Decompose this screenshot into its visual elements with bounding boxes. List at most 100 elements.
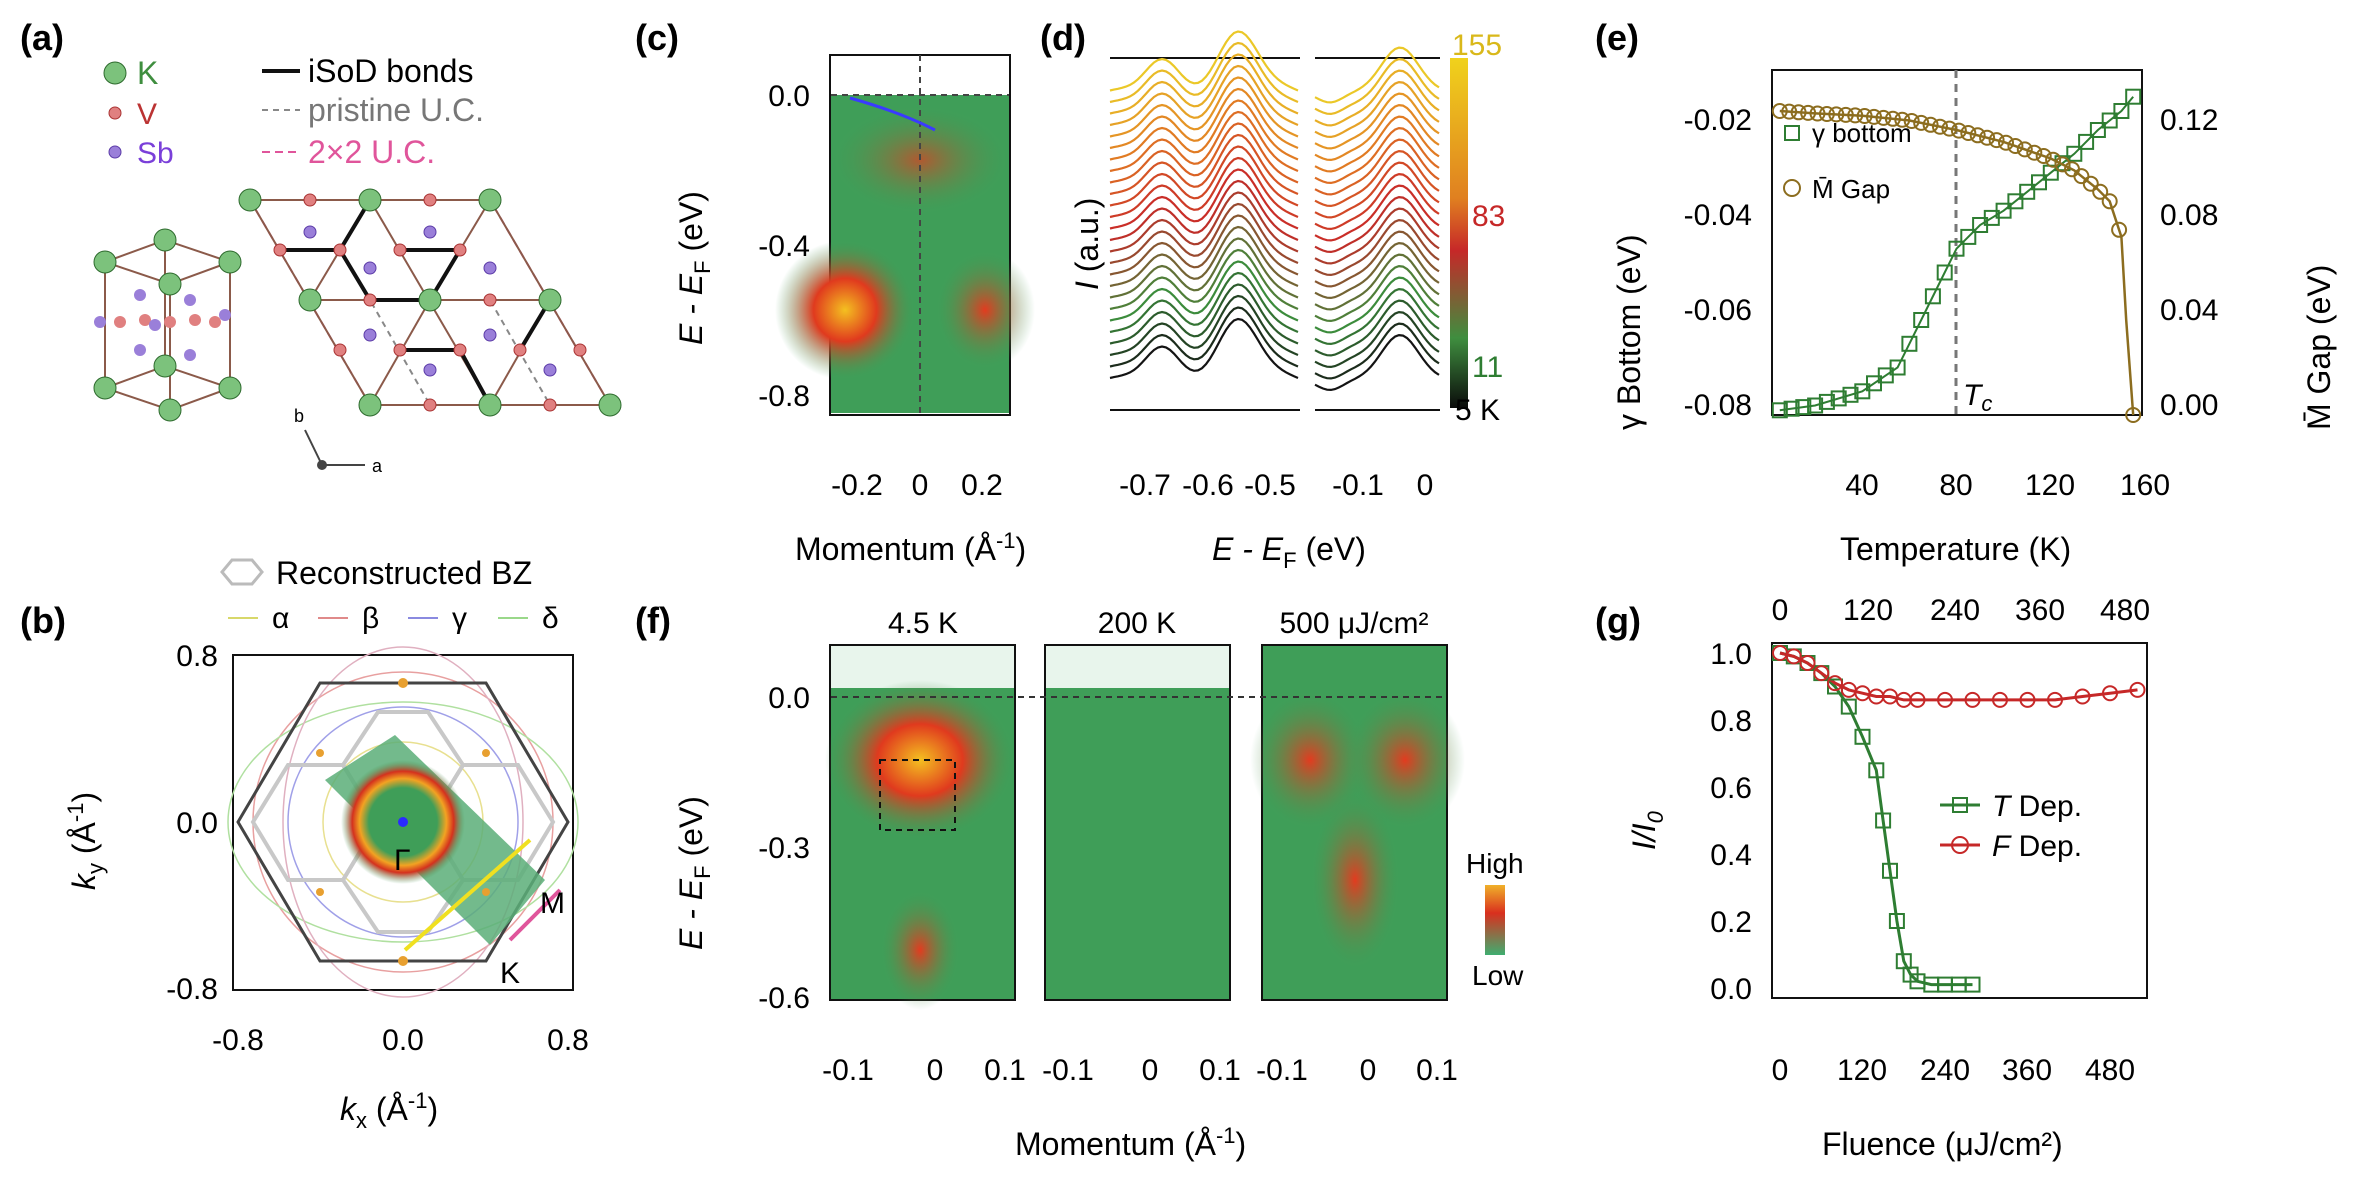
e-gamma-point xyxy=(1783,400,1800,417)
d-ylabel: I (a.u.) xyxy=(1069,198,1105,290)
g-f-point xyxy=(2047,691,2063,708)
edc-left-12 xyxy=(1109,179,1299,242)
edc-right-20 xyxy=(1314,103,1440,162)
panel-b-label: (b) xyxy=(20,600,66,641)
e-gap-point xyxy=(2054,156,2071,173)
b-xtick-0: -0.8 xyxy=(212,1024,264,1057)
edc-left-0 xyxy=(1109,317,1299,380)
unit-cell-atoms xyxy=(93,228,242,422)
d-cb-unit: 5 K xyxy=(1455,394,1500,427)
g-plot-frame xyxy=(1771,642,2148,999)
edc-right-1 xyxy=(1314,322,1440,380)
c-ytick-1: -0.4 xyxy=(758,230,810,263)
f-subpanel-2 xyxy=(1044,644,1231,1001)
e-gap-point xyxy=(1960,125,1977,141)
b-xlabel: kx (Å-1) xyxy=(340,1088,438,1133)
edc-left-19 xyxy=(1109,99,1299,161)
panel-f: (f) 4.5 K 200 K 500 μJ/cm² High Low 0.0 … xyxy=(635,600,1524,1162)
edc-left-2 xyxy=(1109,294,1299,357)
panel-c-label: (c) xyxy=(635,17,679,58)
e-xlabel: Temperature (K) xyxy=(1840,531,2071,567)
edc-right-10 xyxy=(1314,218,1440,277)
panel-b: (b) Reconstructed BZ α β γ δ xyxy=(20,555,589,1133)
f-xtick-c2: 0.1 xyxy=(1416,1054,1458,1087)
edc-left-25 xyxy=(1109,30,1299,92)
edc-left-8 xyxy=(1109,225,1299,288)
f-cb-low: Low xyxy=(1472,960,1524,991)
g-f-line xyxy=(1779,651,2138,702)
c-ytick-2: -0.8 xyxy=(758,380,810,413)
g-xtick-top-3: 360 xyxy=(2015,594,2065,627)
edc-left-11 xyxy=(1109,191,1299,253)
e-yright-3: 0.00 xyxy=(2160,389,2218,422)
legend-gamma: γ xyxy=(452,602,467,635)
g-ytick-5: 0.0 xyxy=(1710,973,1752,1006)
f-xtick-b0: -0.1 xyxy=(1042,1054,1094,1087)
e-gap-point xyxy=(1950,122,1967,139)
e-gap-point xyxy=(1800,104,1817,121)
g-legend-f: F Dep. xyxy=(1992,830,2082,863)
e-gap-point xyxy=(1781,103,1798,120)
d-cb-top: 155 xyxy=(1452,29,1502,62)
g-ytick-3: 0.4 xyxy=(1710,839,1752,872)
f-subpanel-1 xyxy=(825,644,1016,1010)
e-legend-circle-icon xyxy=(1783,179,1801,197)
panel-d: (d) 155 83 11 5 K -0.7 -0.6 -0.5 -0.1 0 … xyxy=(1040,17,1505,573)
panel-g: (g) T Dep. F Dep. 1.0 0.8 0.6 0.4 0.2 0.… xyxy=(1595,594,2150,1162)
f-sub3-title: 500 μJ/cm² xyxy=(1280,607,1429,640)
f-colorbar xyxy=(1485,885,1505,955)
g-ytick-0: 1.0 xyxy=(1710,638,1752,671)
kagome-lattice xyxy=(238,188,622,417)
g-xlabel: Fluence (μJ/cm²) xyxy=(1822,1126,2063,1162)
e-series xyxy=(1771,88,2142,423)
e-gap-point xyxy=(1828,106,1845,123)
e-gap-point xyxy=(2101,193,2118,210)
edc-right-12 xyxy=(1314,195,1440,254)
g-ylabel: I/I0 xyxy=(1626,810,1668,850)
f-ylabel: E - EF (eV) xyxy=(673,796,715,950)
edc-left-21 xyxy=(1109,76,1299,138)
edc-left-22 xyxy=(1109,64,1299,127)
e-gap-point xyxy=(1988,132,2005,149)
g-ytick-4: 0.2 xyxy=(1710,906,1752,939)
edc-left-20 xyxy=(1109,87,1299,150)
e-legend-gap: M̄ Gap xyxy=(1812,174,1890,204)
e-gap-point xyxy=(1932,118,1948,135)
g-t-point xyxy=(1840,698,1857,715)
e-gamma-point xyxy=(1889,359,1906,376)
arpes-map xyxy=(325,735,562,952)
edc-left-24 xyxy=(1109,41,1299,104)
e-gamma-point xyxy=(1924,288,1941,305)
c-ylabel: E - EF (eV) xyxy=(673,191,715,345)
g-xtick-top-4: 480 xyxy=(2100,594,2150,627)
edc-right-2 xyxy=(1314,310,1440,369)
e-gamma-point xyxy=(2031,174,2047,191)
g-f-point xyxy=(1785,648,1802,665)
edc-left-13 xyxy=(1109,168,1299,230)
g-f-point xyxy=(2074,688,2091,705)
legend-delta: δ xyxy=(542,602,559,635)
c-ytick-0: 0.0 xyxy=(768,80,810,113)
g-f-point xyxy=(2129,681,2146,698)
e-gap-point xyxy=(1903,113,1920,129)
edc-left-1 xyxy=(1109,306,1299,368)
f-xtick-a2: 0.1 xyxy=(984,1054,1026,1087)
f-sub2-title: 200 K xyxy=(1098,607,1176,640)
g-legend-t: T Dep. xyxy=(1992,790,2082,823)
c-xtick-2: 0.2 xyxy=(961,469,1003,502)
legend-v: V xyxy=(137,98,157,131)
e-yleft-2: -0.06 xyxy=(1684,294,1752,327)
g-t-point xyxy=(1875,812,1892,829)
m-point-label: M xyxy=(540,887,565,920)
g-xtick-top-0: 0 xyxy=(1772,594,1789,627)
edc-right-0 xyxy=(1314,333,1440,392)
g-ytick-2: 0.6 xyxy=(1710,772,1752,805)
e-gap-point xyxy=(1979,129,1996,146)
edc-right-17 xyxy=(1314,138,1440,196)
g-series xyxy=(1772,645,2146,993)
d-xtick-1: -0.6 xyxy=(1182,469,1234,502)
legend-reconstructed: Reconstructed BZ xyxy=(276,555,532,591)
edc-right-13 xyxy=(1314,184,1440,242)
d-colorbar xyxy=(1450,58,1468,408)
edc-right-11 xyxy=(1314,207,1440,265)
